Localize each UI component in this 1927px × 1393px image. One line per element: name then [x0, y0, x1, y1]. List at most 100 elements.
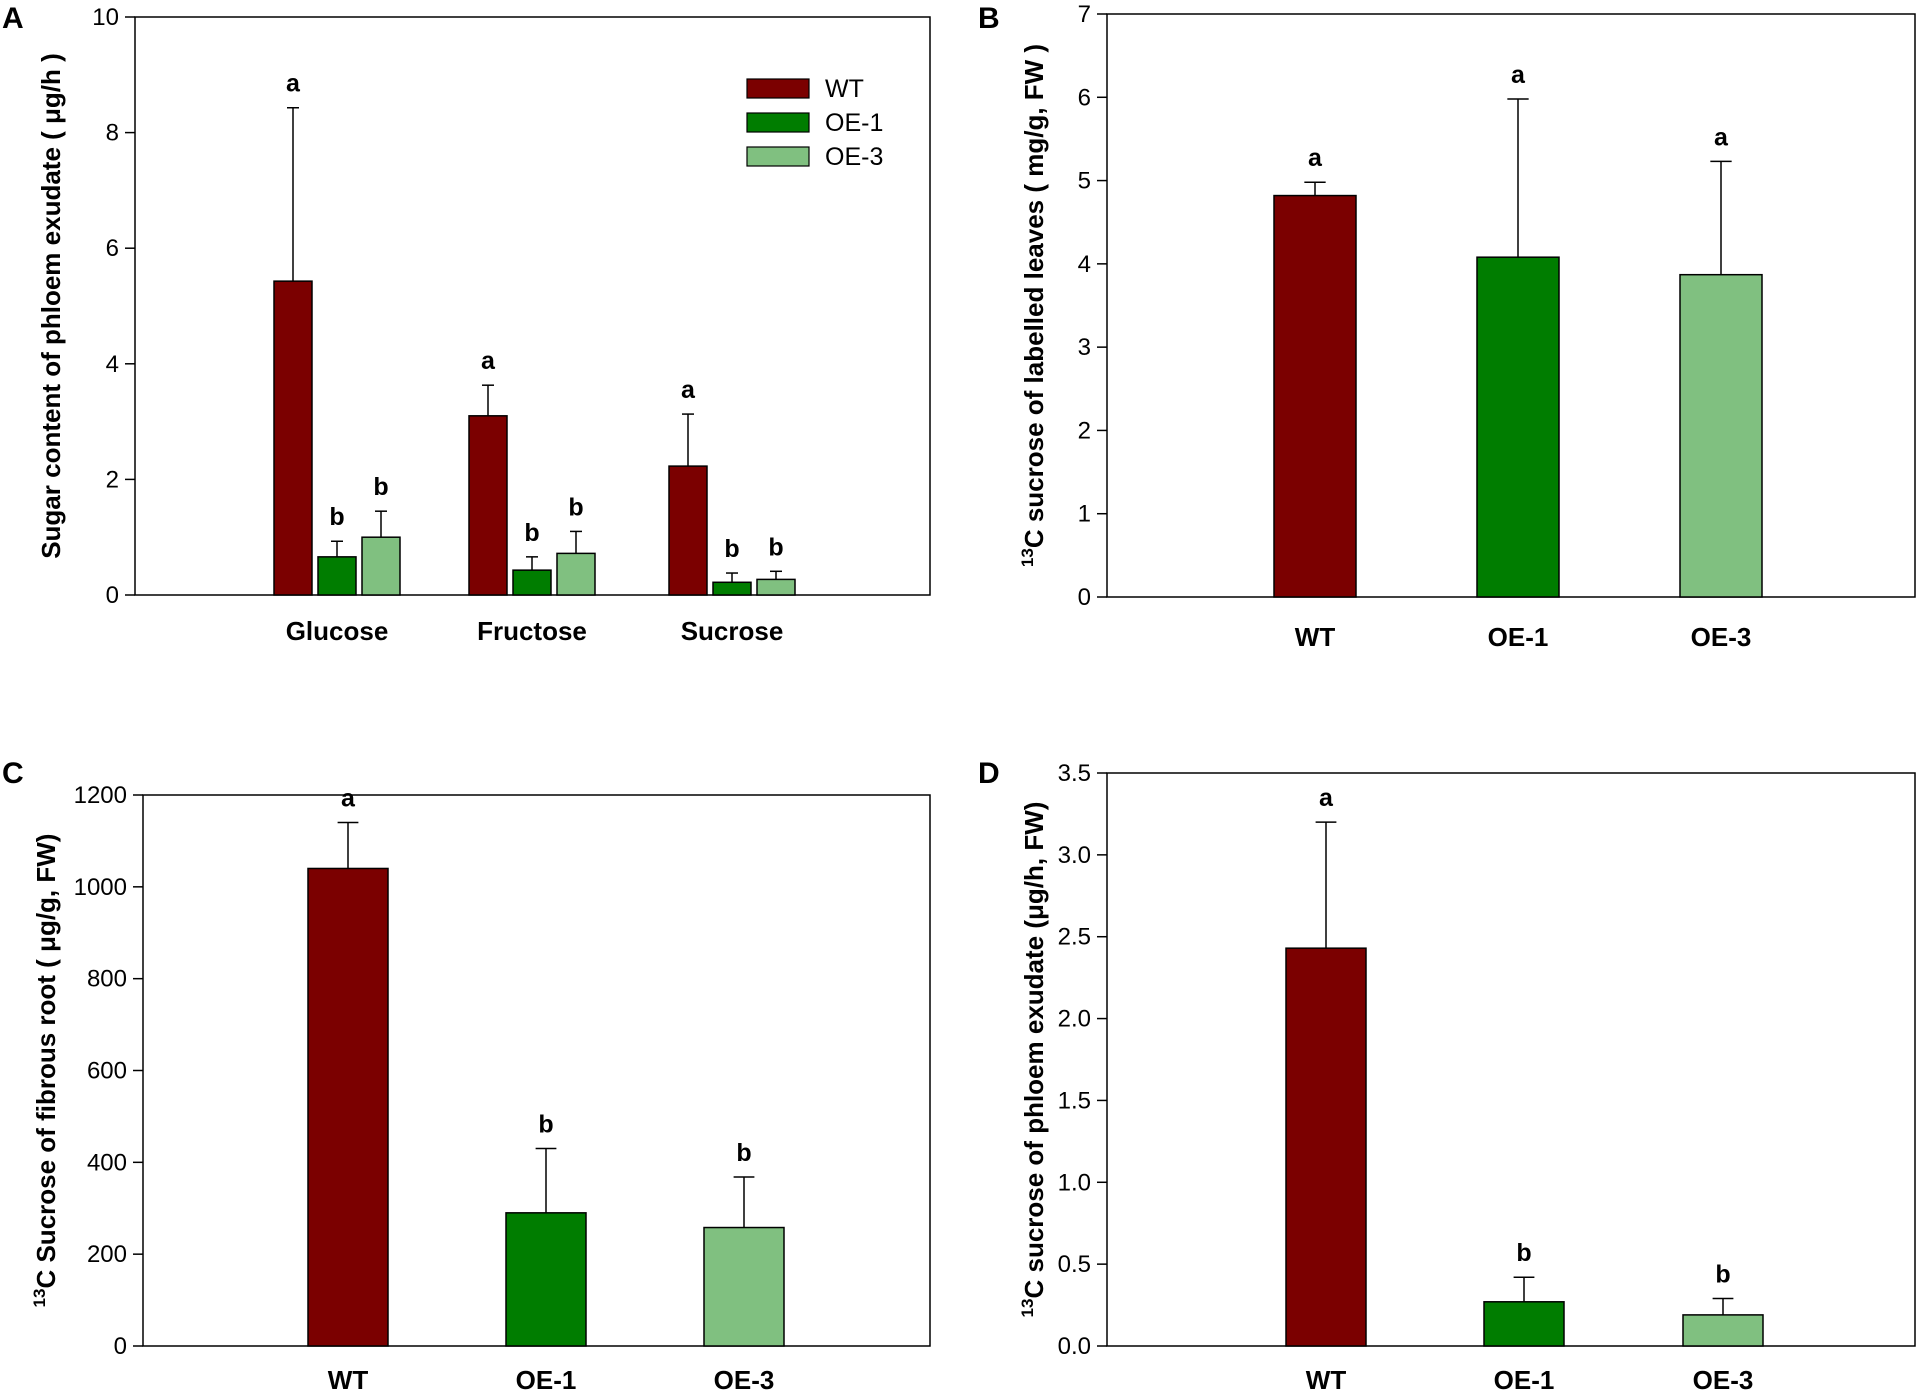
plot-frame: [134, 16, 931, 596]
bar-OE-1: [1476, 256, 1560, 598]
y-tick-label: 2.5: [1058, 924, 1091, 951]
x-category-label: OE-1: [516, 1365, 577, 1393]
y-tick-label: 2.0: [1058, 1006, 1091, 1033]
bar-OE-1: [712, 581, 752, 596]
significance-letter: a: [681, 376, 696, 404]
bar-OE-3: [361, 536, 401, 596]
legend-swatch: [746, 146, 810, 167]
bar-OE-1: [505, 1212, 587, 1347]
legend-label: OE-3: [825, 143, 883, 171]
legend: WT OE-1 OE-3: [746, 75, 883, 171]
y-tick-label: 1000: [74, 874, 127, 901]
bar-OE-3: [1682, 1314, 1764, 1347]
legend-swatch: [746, 78, 810, 99]
y-axis-label-superscript: 13: [1018, 1299, 1037, 1318]
y-axis-label-text: C Sucrose of fibrous root ( μg/g, FW): [31, 834, 61, 1289]
significance-letter: a: [1511, 61, 1526, 89]
significance-letter: b: [524, 519, 539, 547]
x-category-label: Sucrose: [681, 616, 784, 646]
x-category-label: OE-1: [1494, 1365, 1555, 1393]
y-tick-label: 600: [87, 1058, 127, 1085]
y-tick-label: 2: [1078, 417, 1091, 444]
chart-panel-A: 0 2 4 6 8 10 A Sugar content of phloem exudate …: [2, 2, 931, 646]
significance-letter: b: [568, 493, 583, 521]
panel-letter: A: [2, 2, 24, 35]
bar-WT: [668, 465, 708, 596]
y-tick-label: 8: [106, 120, 119, 147]
y-tick-label: 0: [1078, 584, 1091, 611]
y-tick-label: 4: [106, 351, 119, 378]
y-tick-label: 1.5: [1058, 1087, 1091, 1114]
significance-letter: b: [736, 1139, 751, 1167]
y-tick-label: 0: [106, 582, 119, 609]
significance-letter: b: [329, 503, 344, 531]
y-tick-label: 3: [1078, 334, 1091, 361]
significance-letter: b: [768, 533, 783, 561]
bar-WT: [468, 415, 508, 596]
x-category-label: OE-3: [714, 1365, 775, 1393]
y-tick-label: 6: [1078, 84, 1091, 111]
y-axis-label-text: C sucrose of labelled leaves ( mg/g, FW …: [1019, 44, 1049, 548]
panel-letter: B: [978, 2, 1000, 35]
x-category-label: WT: [1306, 1365, 1347, 1393]
x-category-label: WT: [1295, 622, 1336, 652]
y-tick-label: 3.5: [1058, 760, 1091, 787]
y-tick-label: 1: [1078, 501, 1091, 528]
bar-WT: [273, 280, 313, 596]
legend-swatch: [746, 112, 810, 133]
x-category-label: OE-3: [1693, 1365, 1754, 1393]
y-tick-label: 800: [87, 966, 127, 993]
x-category-label: OE-3: [1691, 622, 1752, 652]
x-category-label: WT: [328, 1365, 369, 1393]
significance-letter: b: [724, 535, 739, 563]
y-tick-label: 0.0: [1058, 1333, 1091, 1360]
chart-panel-B: 0 1 2 3 4 5 6 7 B 13C sucrose of labelled leaves …: [978, 1, 1916, 652]
significance-letter: b: [1516, 1239, 1531, 1267]
bar-OE-3: [556, 552, 596, 596]
y-tick-label: 6: [106, 235, 119, 262]
y-axis-label-superscript: 13: [1018, 548, 1037, 567]
panel-letter: D: [978, 757, 1000, 790]
x-category-label: Fructose: [477, 616, 587, 646]
bar-OE-3: [703, 1226, 785, 1347]
significance-letter: b: [373, 473, 388, 501]
y-axis-label: Sugar content of phloem exudate ( μg/h ): [36, 53, 66, 559]
bar-OE-1: [317, 556, 357, 596]
y-axis-label-text: C sucrose of phloem exudate (μg/h, FW): [1019, 802, 1049, 1299]
y-tick-label: 7: [1078, 1, 1091, 28]
y-tick-label: 4: [1078, 251, 1091, 278]
y-tick-label: 200: [87, 1241, 127, 1268]
y-tick-label: 1.0: [1058, 1169, 1091, 1196]
significance-letter: a: [1308, 144, 1323, 172]
panel-letter: C: [2, 757, 24, 790]
bar-WT: [307, 867, 389, 1347]
y-tick-label: 10: [92, 4, 119, 31]
bar-WT: [1273, 194, 1357, 598]
y-axis-label: 13C sucrose of phloem exudate (μg/h, FW): [1018, 802, 1049, 1318]
y-axis-label: 13C Sucrose of fibrous root ( μg/g, FW): [30, 834, 61, 1308]
significance-letter: b: [1715, 1261, 1730, 1289]
bar-OE-1: [512, 569, 552, 596]
chart-panel-D: 0.0 0.5 1.0 1.5 2.0 2.5 3.0 3.5 D 13C sucrose of …: [978, 757, 1916, 1393]
legend-label: OE-1: [825, 109, 883, 137]
legend-label: WT: [825, 75, 864, 103]
y-axis-label-superscript: 13: [30, 1289, 49, 1308]
y-tick-label: 5: [1078, 168, 1091, 195]
plot-frame: [1106, 772, 1916, 1347]
significance-letter: b: [538, 1111, 553, 1139]
y-tick-label: 0: [114, 1333, 127, 1360]
chart-panel-C: 0 200 400 600 800 1000 1200 C 13C Sucrose of fib…: [2, 757, 931, 1393]
x-category-label: Glucose: [286, 616, 389, 646]
significance-letter: a: [341, 785, 356, 813]
bar-OE-3: [1679, 273, 1763, 598]
significance-letter: a: [286, 70, 301, 98]
bar-OE-1: [1483, 1301, 1565, 1347]
bar-OE-3: [756, 578, 796, 596]
y-tick-label: 400: [87, 1149, 127, 1176]
y-tick-label: 0.5: [1058, 1251, 1091, 1278]
y-tick-label: 2: [106, 466, 119, 493]
y-axis-label-text: Sugar content of phloem exudate ( μg/h ): [36, 53, 66, 559]
y-tick-label: 1200: [74, 782, 127, 809]
significance-letter: a: [1319, 784, 1334, 812]
